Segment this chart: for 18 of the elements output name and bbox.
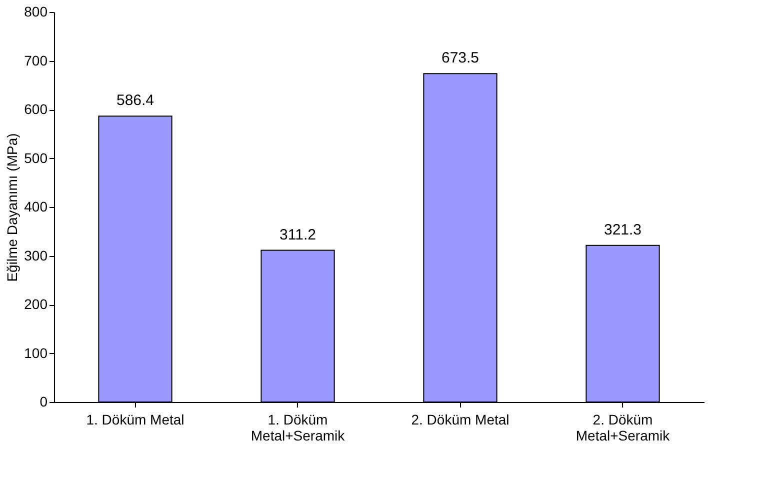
y-tick-label: 100 <box>24 344 48 361</box>
y-tick-label: 200 <box>24 296 48 312</box>
data-label: 586.4 <box>116 92 154 110</box>
y-tick-label: 700 <box>24 52 48 68</box>
data-label: 673.5 <box>441 50 480 67</box>
x-tick-label: 2. Döküm Metal <box>411 412 510 428</box>
x-tick-label: 1. Döküm Metal <box>86 412 184 428</box>
y-tick-label: 0 <box>40 394 48 410</box>
x-tick-label: 2. Döküm Metal+Seramik <box>576 412 671 444</box>
y-tick-label: 300 <box>24 247 48 264</box>
y-tick-label: 400 <box>24 198 48 214</box>
x-tick-label: 1. Döküm Metal+Seramik <box>250 412 346 444</box>
data-label: 321.3 <box>604 221 642 238</box>
y-tick-label: 600 <box>24 101 48 117</box>
y-tick-label: 500 <box>24 150 48 166</box>
y-tick-label: 800 <box>24 4 48 20</box>
y-axis-title: Eğilme Dayanımı (MPa) <box>4 133 20 282</box>
data-label: 311.2 <box>280 226 316 244</box>
